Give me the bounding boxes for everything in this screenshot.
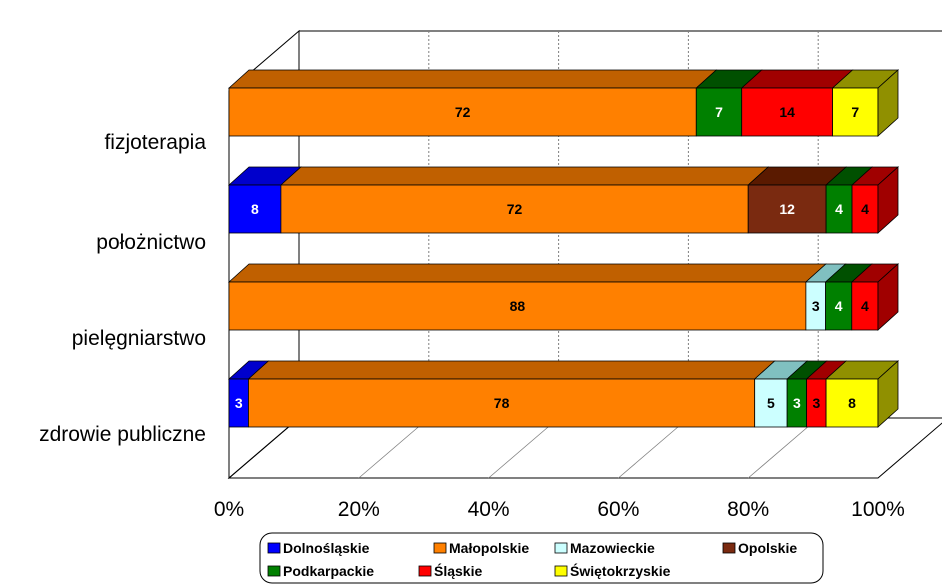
bar-2-mazowieckie-label: 3 — [812, 298, 820, 314]
bar-2-podkarpackie — [825, 281, 853, 331]
legend-swatch-3 — [722, 542, 736, 554]
bar-group-3: 3 78 5 3 3 8 — [227, 360, 900, 428]
bar-1-małopolskie-top — [279, 166, 770, 186]
bar-3-małopolskie-top — [247, 360, 776, 380]
bar-2-śląskie-side — [877, 263, 899, 331]
bar-1-podkarpackie-label: 4 — [835, 201, 843, 217]
legend-label-2: Mazowieckie — [570, 540, 655, 556]
category-label-2: pielęgniarstwo — [72, 327, 206, 350]
bar-3-świętokrzyskie-label: 8 — [848, 395, 856, 411]
bar-2-podkarpackie-label: 4 — [835, 298, 843, 314]
bar-1-śląskie — [851, 184, 879, 234]
bar-3-małopolskie — [248, 378, 756, 428]
legend-label-5: Śląskie — [434, 562, 482, 579]
category-label-3: zdrowie publiczne — [39, 423, 206, 446]
legend-swatch-1 — [433, 542, 447, 554]
legend-label-6: Świętokrzyskie — [570, 562, 671, 579]
bar-0-świętokrzyskie-label: 7 — [851, 104, 859, 120]
x-tick-2: 40% — [468, 498, 510, 521]
bar-0-małopolskie — [228, 87, 697, 137]
legend-swatch-5 — [418, 565, 432, 577]
x-tick-0: 0% — [214, 498, 244, 521]
legend-swatch-2 — [554, 542, 568, 554]
legend-box — [259, 532, 824, 584]
back-wall — [299, 30, 942, 32]
bar-0-podkarpackie — [695, 87, 743, 137]
bar-3-świętokrzyskie-side — [877, 360, 899, 428]
floor — [227, 417, 942, 479]
bar-1-podkarpackie — [825, 184, 853, 234]
bar-0-śląskie-label: 14 — [779, 104, 795, 120]
category-labels: fizjoterapia położnictwo pielęgniarstwo zdr… — [39, 131, 206, 446]
bar-0-małopolskie-top — [227, 69, 718, 89]
legend-swatch-4 — [267, 565, 281, 577]
bar-2-śląskie-label: 4 — [861, 298, 869, 314]
bar-group-1: 8 72 12 4 4 — [227, 166, 900, 234]
bar-0-małopolskie-label: 72 — [455, 104, 471, 120]
legend-label-3: Opolskie — [738, 540, 797, 556]
legend: Dolnośląskie Małopolskie Mazowieckie Opolsk… — [259, 532, 824, 584]
bar-1-małopolskie — [280, 184, 749, 234]
bar-1-dolnośląskie-label: 8 — [251, 201, 259, 217]
bar-3-mazowieckie-label: 5 — [767, 395, 775, 411]
bar-0-świętokrzyskie-side — [877, 69, 899, 137]
bar-0-świętokrzyskie — [832, 87, 879, 137]
floor-gridline-60 — [618, 417, 689, 479]
floor-gridline-20 — [358, 417, 430, 479]
x-tick-3: 60% — [597, 498, 639, 521]
category-label-1: położnictwo — [96, 231, 206, 254]
legend-swatch-0 — [267, 542, 281, 554]
bar-3-śląskie-label: 3 — [812, 395, 820, 411]
legend-label-0: Dolnośląskie — [283, 540, 370, 556]
x-tick-4: 80% — [727, 498, 769, 521]
bar-group-0: 72 7 14 7 — [227, 69, 900, 137]
bar-1-śląskie-label: 4 — [861, 201, 869, 217]
bar-2-małopolskie-top — [227, 263, 827, 283]
bar-0-śląskie — [741, 87, 833, 137]
bar-1-małopolskie-label: 72 — [507, 201, 523, 217]
floor-gridline-80 — [747, 417, 819, 479]
bar-1-opolskie — [747, 184, 827, 234]
bar-group-2: 88 3 4 4 — [227, 263, 900, 331]
bar-2-małopolskie — [228, 281, 807, 331]
bar-2-małopolskie-label: 88 — [510, 298, 526, 314]
category-label-0: fizjoterapia — [104, 131, 206, 154]
bar-3-dolnośląskie-label: 3 — [235, 395, 243, 411]
x-tick-labels: 0% 20% 40% 60% 80% 100% — [214, 498, 905, 521]
bar-2-śląskie — [851, 281, 879, 331]
legend-label-1: Małopolskie — [449, 540, 529, 556]
x-tick-1: 20% — [338, 498, 380, 521]
bars: 72 7 14 78 72 12 4 488 3 4 43 78 5 3 3 8 — [227, 69, 900, 428]
bar-1-opolskie-label: 12 — [779, 201, 795, 217]
bar-3-podkarpackie-label: 3 — [793, 395, 801, 411]
bar-0-podkarpackie-label: 7 — [715, 104, 723, 120]
bar-1-śląskie-side — [877, 166, 899, 234]
bar-3-małopolskie-label: 78 — [494, 395, 510, 411]
bar-1-dolnośląskie — [228, 184, 282, 234]
legend-label-4: Podkarpackie — [283, 563, 374, 579]
bar-3-mazowieckie — [754, 378, 788, 428]
floor-gridline-40 — [488, 417, 559, 479]
x-tick-5: 100% — [851, 498, 905, 521]
legend-swatch-6 — [554, 565, 568, 577]
